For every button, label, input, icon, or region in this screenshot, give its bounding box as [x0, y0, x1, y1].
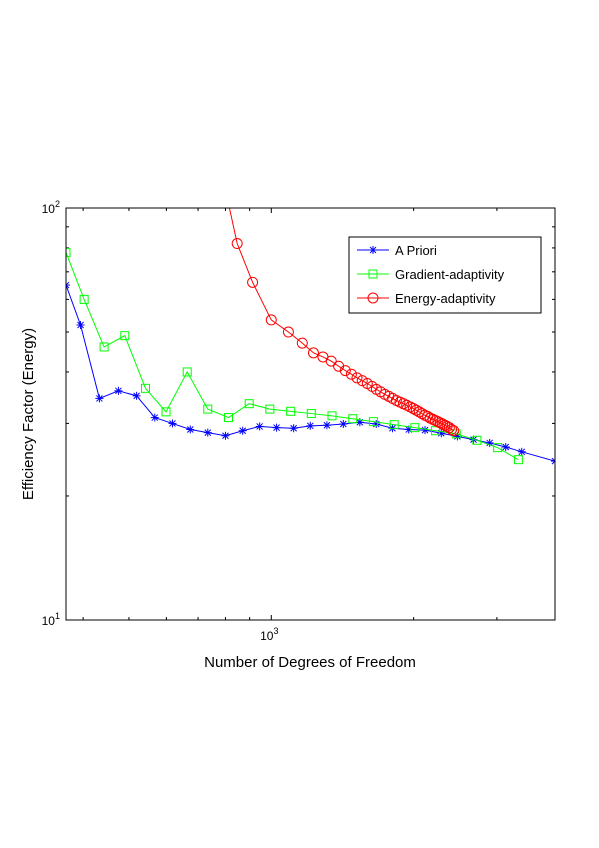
data-point	[265, 404, 275, 414]
data-point	[446, 423, 458, 435]
data-point	[238, 426, 247, 435]
data-point	[203, 404, 213, 414]
data-point	[551, 457, 555, 466]
data-point	[322, 421, 331, 430]
series-layer	[66, 208, 555, 466]
legend-marker	[368, 269, 378, 279]
data-point	[472, 435, 482, 445]
data-point	[325, 355, 337, 367]
data-point	[413, 406, 425, 418]
data-point	[307, 347, 319, 359]
data-point	[416, 408, 428, 420]
data-point	[186, 425, 195, 434]
data-point	[282, 326, 294, 338]
data-point	[421, 426, 430, 435]
data-point	[265, 314, 277, 326]
data-point	[351, 372, 363, 384]
series-energy-adaptivity	[228, 208, 460, 437]
legend-label: A Priori	[395, 243, 437, 258]
data-point	[513, 455, 523, 465]
data-point	[120, 331, 130, 341]
data-point	[356, 375, 368, 387]
data-point	[141, 383, 151, 393]
data-point	[161, 407, 171, 417]
data-point	[345, 368, 357, 380]
data-point	[221, 431, 230, 440]
legend-label: Gradient-adaptivity	[395, 267, 505, 282]
y-tick-label: 102	[42, 199, 60, 216]
legend-label: Energy-adaptivity	[395, 291, 496, 306]
data-point	[306, 409, 316, 419]
data-point	[203, 428, 212, 437]
data-point	[517, 447, 526, 456]
plot-area-frame	[65, 207, 556, 621]
data-point	[132, 391, 141, 400]
data-point	[389, 420, 399, 430]
legend-marker	[369, 246, 377, 254]
x-axis-label: Number of Degrees of Freedom	[204, 654, 416, 671]
series-line	[66, 252, 519, 461]
data-point	[431, 426, 441, 436]
data-point	[368, 417, 378, 427]
data-point	[493, 443, 503, 453]
legend-marker	[367, 292, 379, 304]
data-point	[286, 406, 296, 416]
data-point	[407, 403, 419, 415]
data-point	[339, 365, 351, 377]
series-gradient-adaptivity	[66, 247, 523, 465]
legend-entry: Gradient-adaptivity	[357, 267, 505, 282]
data-point	[255, 422, 264, 431]
data-point	[224, 413, 234, 423]
y-tick-label: 101	[42, 611, 60, 628]
data-point	[66, 247, 71, 257]
data-point	[182, 367, 192, 377]
data-point	[244, 399, 254, 409]
data-point	[327, 411, 337, 421]
data-point	[150, 413, 159, 422]
data-point	[66, 281, 70, 290]
series-a-priori	[66, 281, 555, 466]
tick-labels: 102 101 103	[42, 199, 279, 643]
data-point	[296, 337, 308, 349]
data-point	[306, 421, 315, 430]
data-point	[448, 425, 460, 437]
data-point	[247, 276, 259, 288]
data-point	[339, 420, 348, 429]
data-point	[168, 419, 177, 428]
data-point	[99, 342, 109, 352]
data-point	[485, 438, 494, 447]
data-point	[231, 238, 243, 250]
data-point	[410, 423, 420, 433]
data-point	[348, 414, 358, 424]
data-point	[76, 321, 85, 330]
data-point	[501, 442, 510, 451]
data-point	[272, 423, 281, 432]
data-point	[79, 294, 89, 304]
data-point	[95, 394, 104, 403]
legend-entry: A Priori	[357, 243, 437, 258]
y-axis-label: Efficiency Factor (Energy)	[20, 328, 37, 500]
legend: A Priori Gradient-adaptivity Energy-adapti…	[348, 236, 542, 314]
legend-entry: Energy-adaptivity	[357, 291, 496, 306]
x-tick-label: 103	[260, 626, 278, 643]
data-point	[410, 404, 422, 416]
data-point	[114, 386, 123, 395]
data-point	[289, 424, 298, 433]
